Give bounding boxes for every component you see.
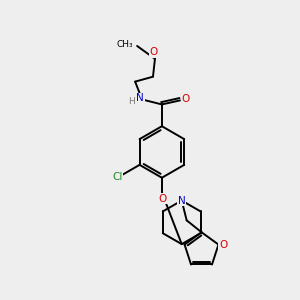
Text: CH₃: CH₃ (117, 40, 134, 50)
Text: H: H (128, 97, 135, 106)
Text: O: O (159, 194, 167, 203)
Text: O: O (182, 94, 190, 104)
Text: O: O (219, 240, 228, 250)
Text: N: N (136, 94, 144, 103)
Text: O: O (150, 47, 158, 57)
Text: Cl: Cl (112, 172, 123, 182)
Text: N: N (178, 196, 186, 206)
